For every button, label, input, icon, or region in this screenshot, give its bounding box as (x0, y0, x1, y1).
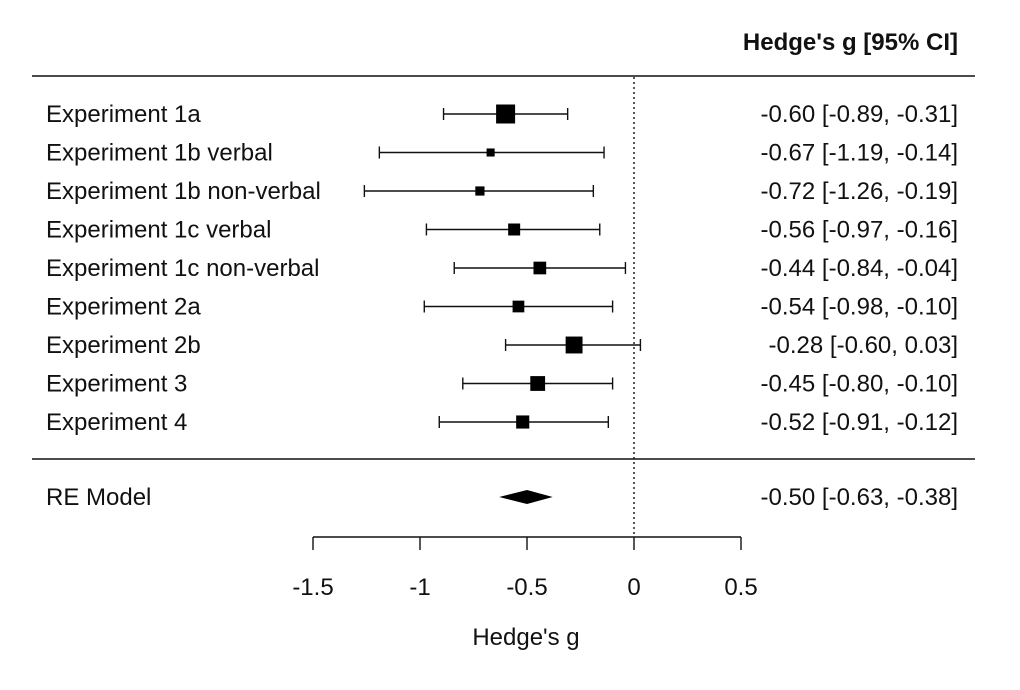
point-estimate-square (496, 104, 516, 124)
summary-label: RE Model (46, 484, 151, 511)
point-estimate-square (508, 223, 521, 236)
study-row: Experiment 4 -0.52 [-0.91, -0.12] (46, 409, 958, 436)
study-label: Experiment 1a (46, 101, 201, 128)
ci-text: -0.45 [-0.80, -0.10] (761, 371, 958, 398)
point-estimate-square (486, 148, 495, 157)
study-row: Experiment 1a -0.60 [-0.89, -0.31] (46, 101, 958, 128)
study-rows: Experiment 1a -0.60 [-0.89, -0.31]Experim… (46, 101, 958, 436)
study-row: Experiment 1b non-verbal -0.72 [-1.26, -0… (46, 178, 958, 205)
ci-text: -0.60 [-0.89, -0.31] (761, 101, 958, 128)
ci-text: -0.72 [-1.26, -0.19] (761, 178, 958, 205)
study-label: Experiment 1c verbal (46, 217, 271, 244)
study-row: Experiment 1c non-verbal -0.44 [-0.84, -0… (46, 255, 958, 282)
ci-text: -0.52 [-0.91, -0.12] (761, 409, 958, 436)
ci-text: -0.44 [-0.84, -0.04] (761, 255, 958, 282)
study-label: Experiment 1b verbal (46, 140, 273, 167)
x-tick-label: 0 (627, 574, 640, 601)
study-row: Experiment 2b -0.28 [-0.60, 0.03] (46, 332, 958, 359)
study-row: Experiment 1b verbal -0.67 [-1.19, -0.14] (46, 140, 958, 167)
point-estimate-square (530, 376, 546, 391)
x-tick-label: 0.5 (724, 574, 757, 601)
study-label: Experiment 3 (46, 371, 187, 398)
x-tick-label: -1.5 (292, 574, 333, 601)
summary-diamond (499, 490, 553, 504)
study-label: Experiment 1c non-verbal (46, 255, 319, 282)
study-row: Experiment 3 -0.45 [-0.80, -0.10] (46, 371, 958, 398)
study-row: Experiment 1c verbal -0.56 [-0.97, -0.16] (46, 217, 958, 244)
ci-text: -0.28 [-0.60, 0.03] (769, 332, 958, 359)
study-label: Experiment 4 (46, 409, 187, 436)
study-row: Experiment 2a -0.54 [-0.98, -0.10] (46, 294, 958, 321)
study-label: Experiment 1b non-verbal (46, 178, 321, 205)
study-label: Experiment 2a (46, 294, 201, 321)
summary-row: RE Model -0.50 [-0.63, -0.38] (46, 484, 958, 511)
x-axis: -1.5 -1 -0.5 0 0.5 (292, 536, 758, 601)
x-tick-label: -1 (409, 574, 430, 601)
summary-ci-text: -0.50 [-0.63, -0.38] (761, 484, 958, 511)
ci-text: -0.56 [-0.97, -0.16] (761, 217, 958, 244)
point-estimate-square (516, 415, 530, 429)
x-tick-label: -0.5 (506, 574, 547, 601)
x-axis-title: Hedge's g (472, 624, 579, 651)
ci-column-header: Hedge's g [95% CI] (743, 29, 958, 56)
ci-text: -0.54 [-0.98, -0.10] (761, 294, 958, 321)
study-label: Experiment 2b (46, 332, 201, 359)
point-estimate-square (475, 186, 485, 196)
point-estimate-square (565, 336, 583, 354)
ci-text: -0.67 [-1.19, -0.14] (761, 140, 958, 167)
point-estimate-square (512, 300, 525, 313)
point-estimate-square (533, 261, 547, 275)
